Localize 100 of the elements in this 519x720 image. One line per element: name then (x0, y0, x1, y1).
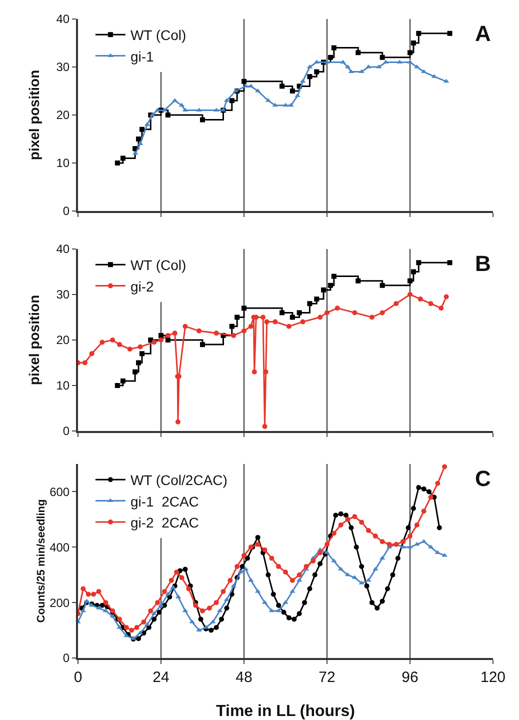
point (272, 319, 278, 324)
point (165, 338, 170, 342)
point (290, 314, 295, 320)
point (228, 578, 233, 583)
point (356, 50, 361, 56)
point (447, 260, 452, 266)
point (234, 564, 240, 570)
y-tick-label: 200 (50, 596, 70, 610)
y-tick-label: 10 (56, 156, 70, 170)
point (263, 369, 268, 374)
point (358, 69, 364, 74)
annotation: A (475, 21, 491, 46)
point (89, 351, 94, 356)
point (196, 328, 202, 334)
point (220, 588, 226, 594)
x-tick-label: 0 (74, 669, 82, 686)
point (282, 102, 288, 107)
point (314, 69, 320, 74)
point (200, 117, 205, 122)
point (276, 608, 282, 612)
point (110, 338, 116, 342)
point (165, 112, 170, 118)
point (380, 539, 385, 544)
point (186, 586, 192, 592)
x-axis-title: Time in LL (hours) (216, 703, 355, 720)
legend-label: WT (Col) (130, 257, 186, 274)
point (114, 160, 120, 166)
point (155, 600, 160, 606)
point (264, 319, 270, 324)
point (158, 602, 164, 607)
point (117, 342, 122, 348)
point (352, 514, 358, 520)
point (148, 608, 154, 614)
point (369, 314, 374, 320)
point (408, 278, 412, 284)
point (410, 269, 416, 274)
point (438, 306, 444, 311)
point (242, 552, 246, 558)
point (129, 628, 134, 633)
point (276, 564, 282, 570)
point (352, 310, 358, 316)
point (372, 566, 378, 571)
point (168, 578, 174, 583)
point (255, 542, 260, 547)
point (345, 516, 350, 522)
point (394, 301, 399, 306)
point (182, 324, 188, 329)
y-tick-label: 30 (56, 288, 70, 302)
point (324, 310, 330, 316)
point (380, 282, 385, 288)
point (260, 314, 266, 320)
point (307, 74, 312, 80)
point (132, 150, 138, 155)
point (132, 369, 138, 374)
point (162, 588, 167, 594)
point (174, 570, 180, 575)
point (318, 550, 323, 556)
y-axis-title: Counts/25 min/seedling (36, 499, 48, 623)
point (307, 301, 312, 306)
point (290, 88, 295, 94)
point (380, 54, 385, 60)
point (296, 310, 302, 316)
point (310, 558, 316, 564)
x-tick-label: 24 (152, 669, 170, 686)
point (318, 314, 323, 320)
point (103, 600, 108, 606)
point (229, 324, 234, 329)
point (252, 369, 257, 374)
point (296, 572, 302, 578)
point (416, 30, 422, 36)
y-tick-label: 30 (56, 60, 70, 74)
point (338, 522, 344, 528)
x-tick-label: 72 (318, 669, 336, 686)
point (280, 310, 285, 316)
point (248, 578, 254, 582)
point (321, 287, 326, 292)
point (158, 332, 164, 338)
point (242, 306, 246, 311)
point (82, 360, 88, 366)
point (408, 50, 412, 56)
annotation: B (475, 251, 491, 276)
point (96, 588, 102, 594)
point (262, 424, 268, 429)
point (200, 342, 205, 348)
point (380, 310, 385, 316)
point (86, 592, 91, 597)
point (300, 319, 306, 324)
point (127, 346, 132, 352)
point (138, 344, 143, 350)
point (141, 619, 146, 624)
point (428, 301, 434, 306)
legend-label: WT (Col) (130, 27, 186, 44)
y-tick-label: 40 (56, 242, 70, 256)
point (214, 330, 219, 336)
legend-label: gi-2 (130, 278, 154, 294)
point (262, 547, 268, 552)
point (165, 332, 170, 338)
point (200, 608, 205, 614)
y-tick-label: 40 (56, 12, 70, 26)
point (91, 592, 96, 597)
